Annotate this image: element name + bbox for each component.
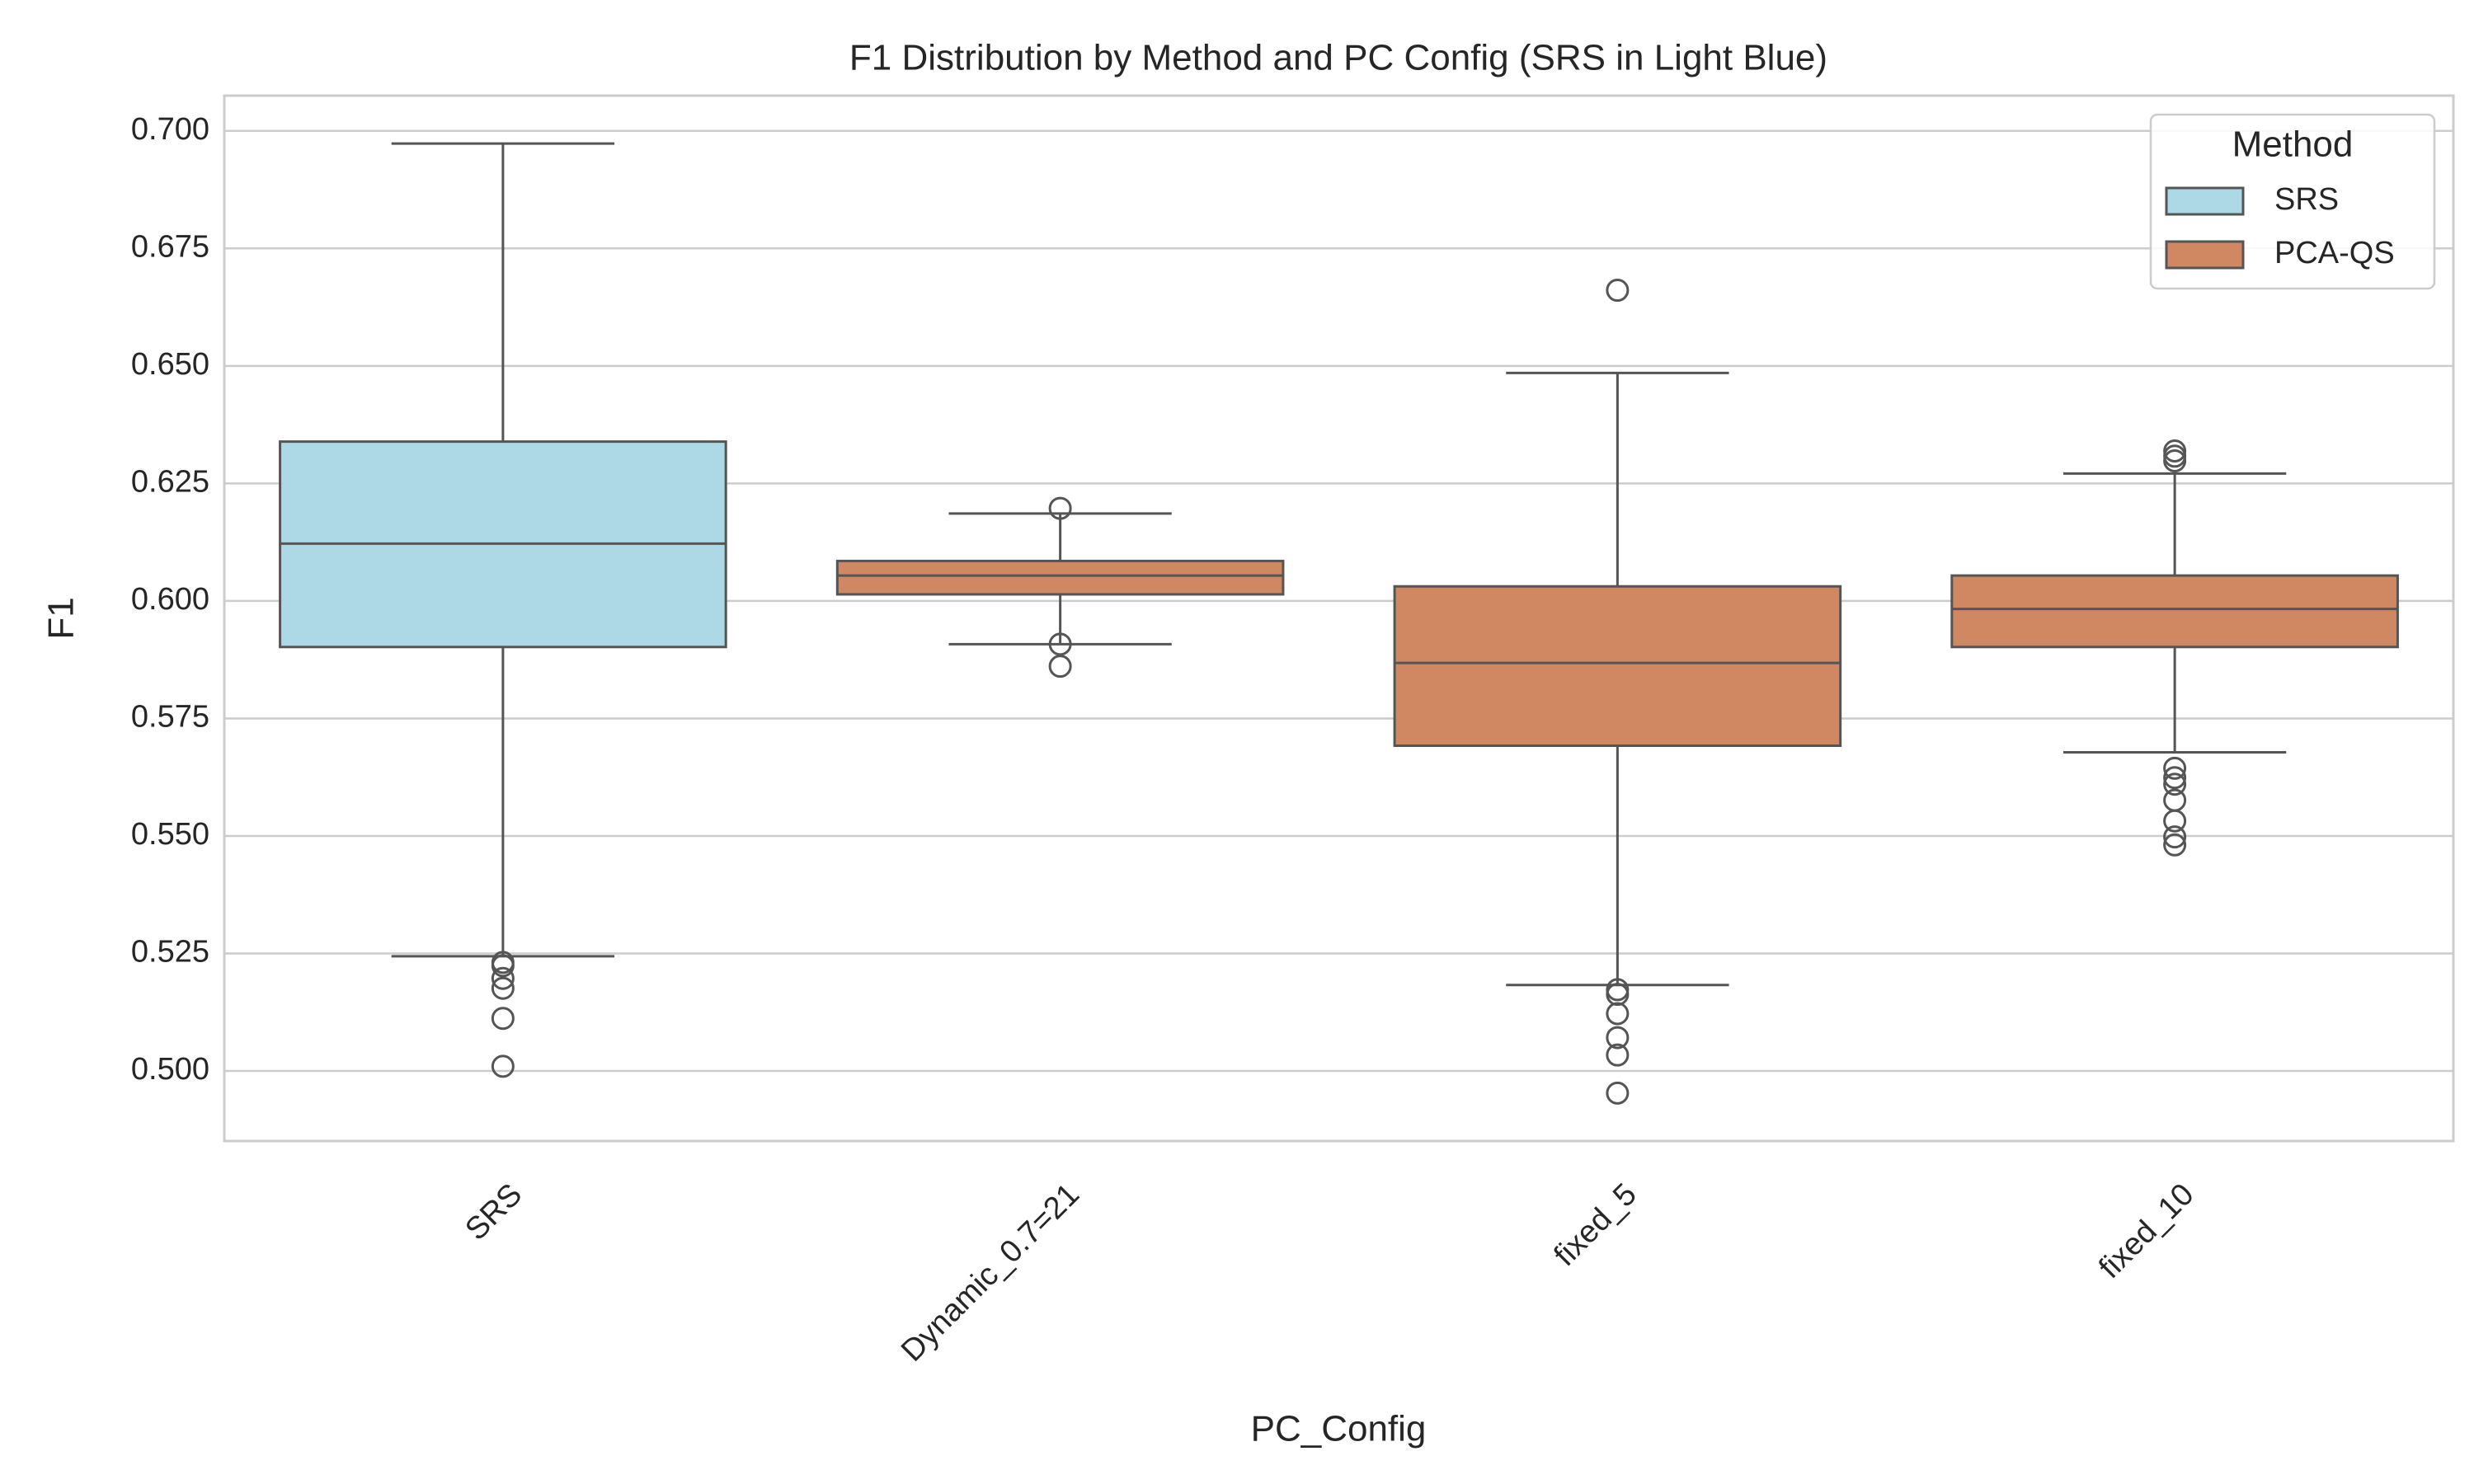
- plot-frame: [223, 94, 2455, 1143]
- outlier: [2163, 766, 2187, 790]
- outlier: [1606, 1043, 1630, 1067]
- box: [1393, 585, 1842, 748]
- outlier: [2163, 756, 2187, 780]
- y-tick-label: 0.550: [131, 817, 209, 852]
- outlier: [1048, 632, 1072, 656]
- chart-title: F1 Distribution by Method and PC Config …: [849, 38, 1827, 78]
- outlier: [1048, 655, 1072, 679]
- outlier: [1606, 1081, 1630, 1105]
- outlier: [1606, 279, 1630, 303]
- y-tick-label: 0.600: [131, 582, 209, 617]
- outlier: [2163, 773, 2187, 796]
- legend: Method SRS PCA-QS: [2149, 113, 2436, 290]
- outlier: [491, 966, 515, 990]
- legend-label: SRS: [2274, 182, 2339, 217]
- y-tick-label: 0.650: [131, 347, 209, 382]
- outlier: [2163, 449, 2187, 473]
- outlier: [491, 1007, 515, 1031]
- outlier: [1606, 1002, 1630, 1026]
- outlier: [2163, 809, 2187, 833]
- y-tick-label: 0.675: [131, 229, 209, 264]
- outlier: [2163, 833, 2187, 857]
- y-tick-label: 0.500: [131, 1052, 209, 1087]
- legend-swatch: [2165, 186, 2245, 216]
- y-tick-label: 0.575: [131, 699, 209, 734]
- box: [835, 559, 1285, 596]
- legend-swatch: [2165, 240, 2245, 270]
- y-tick-label: 0.700: [131, 112, 209, 147]
- outlier: [491, 954, 515, 978]
- box: [1950, 574, 2399, 649]
- y-tick-label: 0.525: [131, 935, 209, 970]
- legend-label: PCA-QS: [2274, 236, 2395, 270]
- outlier: [2163, 825, 2187, 849]
- outlier: [1048, 496, 1072, 520]
- y-tick-label: 0.625: [131, 464, 209, 499]
- outlier: [1606, 983, 1630, 1007]
- legend-title: Method: [2232, 124, 2354, 165]
- y-axis-label: F1: [41, 597, 82, 639]
- outlier: [491, 976, 515, 1000]
- outlier: [491, 1054, 515, 1078]
- x-axis-label: PC_Config: [1251, 1409, 1427, 1449]
- outlier: [1606, 1026, 1630, 1050]
